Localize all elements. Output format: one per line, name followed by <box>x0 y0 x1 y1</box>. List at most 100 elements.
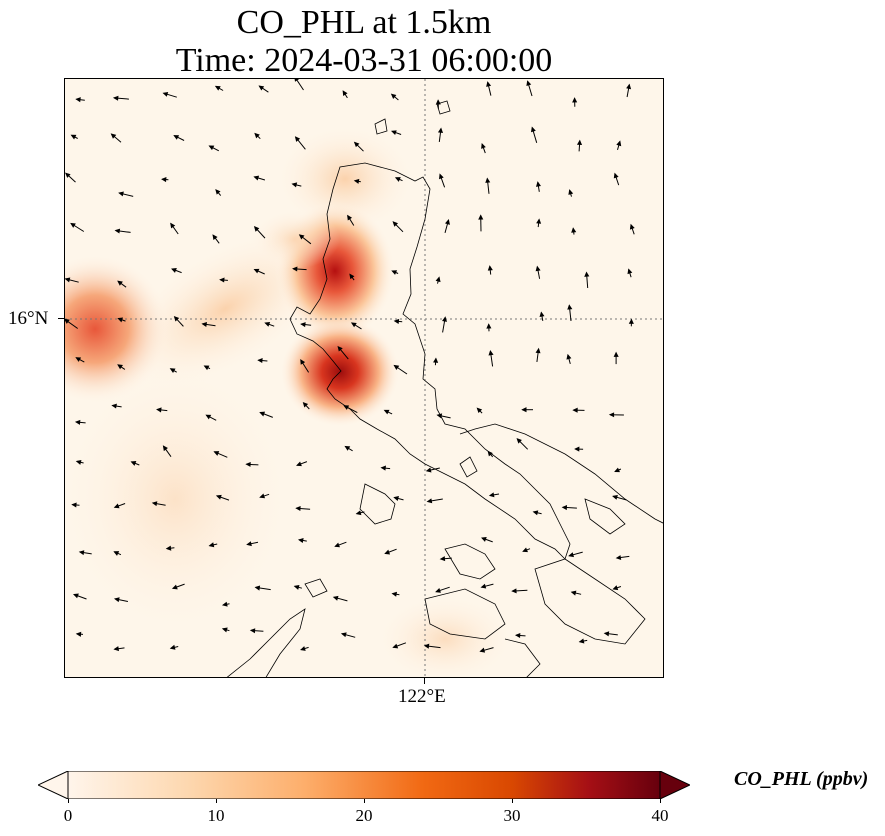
wind-arrow-head <box>435 276 441 283</box>
map-panel <box>64 78 664 678</box>
wind-arrow-head <box>253 226 260 232</box>
wind-arrow-head <box>349 273 355 280</box>
colorbar-title: CO_PHL (ppbv) <box>734 768 869 790</box>
wind-arrow-head <box>73 593 79 599</box>
lon-tick-mark <box>424 678 425 684</box>
wind-arrow-head <box>212 234 218 240</box>
wind-arrow-head <box>572 407 578 413</box>
wind-arrow-head <box>570 590 577 596</box>
wind-arrow-head <box>221 627 228 633</box>
wind-arrow-head <box>612 494 618 500</box>
wind-arrow-head <box>113 551 120 556</box>
colorbar-tick-label: 40 <box>651 806 669 825</box>
wind-arrow-head <box>516 438 522 444</box>
concentration-field <box>65 124 515 677</box>
wind-arrow-head <box>342 90 348 97</box>
wind-arrow-head <box>111 403 117 409</box>
wind-vectors <box>65 79 635 653</box>
wind-arrow-head <box>392 221 399 227</box>
wind-arrow-head <box>576 139 583 146</box>
lon-tick-label: 122°E <box>398 686 446 707</box>
wind-arrow-head <box>78 550 85 556</box>
wind-arrow-head <box>337 345 343 352</box>
wind-arrow-head <box>578 638 585 644</box>
wind-arrow-head <box>130 461 137 466</box>
wind-arrow-head <box>608 412 615 418</box>
wind-arrow-head <box>201 321 208 327</box>
wind-arrow-head <box>215 494 222 500</box>
wind-arrow-head <box>439 173 444 180</box>
wind-arrow-head <box>561 505 568 511</box>
wind-arrow-head <box>486 81 492 87</box>
wind-arrow-head <box>423 643 430 649</box>
wind-arrow-head <box>295 505 301 512</box>
wind-arrow-head <box>110 133 117 139</box>
wind-arrow-head <box>332 595 339 601</box>
wind-arrow-head <box>353 141 360 148</box>
wind-arrow-head <box>613 351 619 357</box>
wind-arrow-head <box>435 99 441 105</box>
wind-arrow-head <box>65 277 71 283</box>
wind-arrow-head <box>74 419 81 425</box>
wind-arrow-head <box>246 541 252 547</box>
wind-arrow-head <box>476 407 483 414</box>
wind-arrow-head <box>391 591 398 597</box>
wind-arrow-head <box>344 445 351 451</box>
wind-arrow-head <box>208 542 215 548</box>
wind-arrow-head <box>442 316 447 322</box>
wind-arrow-head <box>628 318 634 324</box>
map-title-line-2: Time: 2024-03-31 06:00:00 <box>175 42 553 79</box>
wind-arrow-head <box>118 191 124 197</box>
wind-arrow-head <box>584 271 590 277</box>
wind-arrow-head <box>334 542 340 548</box>
wind-arrow-head <box>114 228 121 234</box>
wind-arrow-head <box>539 311 545 318</box>
wind-arrow-head <box>169 644 176 650</box>
wind-arrow-head <box>112 95 119 101</box>
wind-arrow-head <box>479 647 486 653</box>
wind-arrow-head <box>522 547 528 553</box>
colorbar-tick-label: 0 <box>63 806 73 825</box>
wind-arrow-head <box>75 97 81 103</box>
wind-arrow-head <box>264 322 271 327</box>
wind-arrow-head <box>296 461 302 467</box>
wind-arrow-head <box>65 318 70 324</box>
wind-arrow-head <box>485 177 491 183</box>
wind-arrow-head <box>257 358 263 364</box>
wind-arrow-head <box>435 587 441 593</box>
wind-arrow-head <box>614 467 620 473</box>
wind-arrow-head <box>445 219 450 225</box>
colorbar <box>38 771 690 799</box>
wind-arrow-head <box>571 227 577 233</box>
wind-arrow-head <box>165 545 172 551</box>
wind-arrow-head <box>603 631 610 637</box>
wind-arrow-head <box>75 357 82 362</box>
wind-arrow-head <box>71 502 77 508</box>
wind-arrow-head <box>117 317 124 323</box>
wind-arrow-head <box>249 628 256 634</box>
colorbar-gradient <box>67 771 661 799</box>
wind-arrow-head <box>514 632 521 639</box>
wind-arrow-head <box>213 451 220 456</box>
wind-arrow-head <box>171 268 177 273</box>
wind-arrow-head <box>294 136 301 142</box>
wind-arrow-head <box>487 265 493 271</box>
wind-arrow-head <box>214 85 221 91</box>
wind-arrow-head <box>627 268 633 275</box>
wind-arrow-head <box>253 268 260 274</box>
wind-arrow-head <box>526 80 532 87</box>
wind-arrow-head <box>297 538 304 543</box>
wind-arrow-head <box>615 555 622 561</box>
wind-arrow-head <box>300 322 306 328</box>
wind-arrow-head <box>488 492 495 498</box>
wind-arrow-head <box>437 127 444 133</box>
lat-tick-label: 16°N <box>8 308 49 329</box>
wind-arrow-head <box>353 178 360 184</box>
wind-arrow-head <box>340 632 347 638</box>
wind-arrow-head <box>393 318 400 324</box>
wind-arrow-head <box>219 277 225 283</box>
wind-arrow-head <box>294 79 300 82</box>
wind-arrow-head <box>161 177 167 183</box>
wind-arrow-head <box>425 467 432 473</box>
wind-arrow-head <box>355 510 362 516</box>
